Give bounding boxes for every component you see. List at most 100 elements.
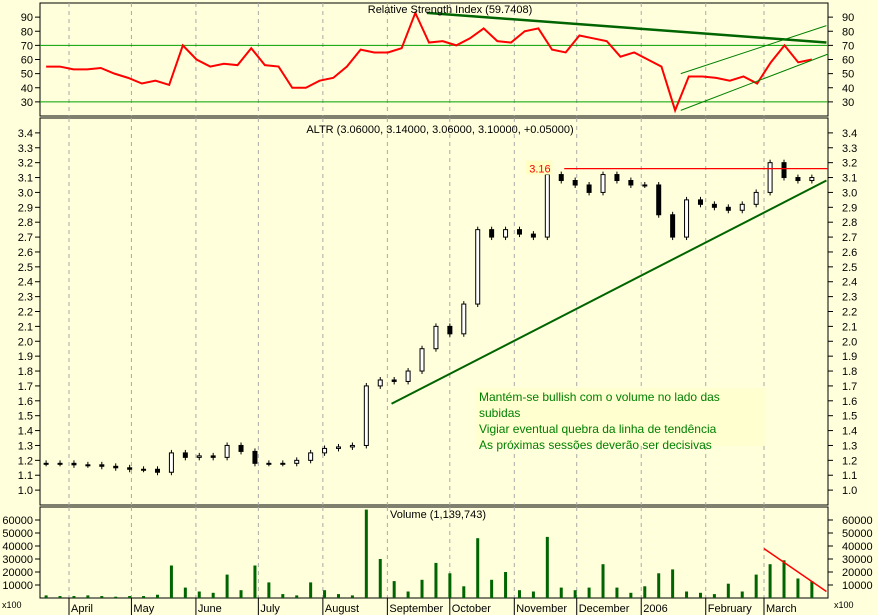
y-tick-label-left: 3.4: [18, 128, 33, 140]
y-tick-label-left: 2.9: [18, 202, 33, 214]
volume-bar: [197, 591, 201, 598]
volume-bar: [253, 565, 257, 598]
candle-body: [349, 444, 355, 448]
volume-bar: [559, 587, 563, 598]
volume-bar: [336, 594, 340, 598]
candle-body: [85, 464, 91, 467]
month-label: December: [579, 603, 630, 615]
volume-bar: [462, 586, 466, 598]
y-tick-label-left: 1.4: [18, 426, 33, 438]
y-tick-label-left: 2.3: [18, 292, 33, 304]
y-tick-label-right: 2.6: [842, 247, 857, 259]
candle-body: [308, 452, 314, 461]
y-tick-label-right: 1.8: [842, 366, 857, 378]
volume-bar: [698, 592, 702, 598]
y-tick-label-left: 1.0: [18, 485, 33, 497]
candle-body: [697, 199, 703, 205]
y-tick-label-right: 40: [842, 83, 854, 95]
volume-bar: [295, 595, 299, 598]
y-tick-label-left: 2.0: [18, 336, 33, 348]
volume-bar: [72, 596, 76, 598]
y-tick-label-left: 60: [21, 55, 33, 67]
month-label: June: [198, 603, 222, 615]
volume-bar: [378, 559, 382, 598]
volume-bar: [155, 594, 159, 598]
month-label: September: [389, 603, 443, 615]
candle-body: [433, 325, 439, 350]
y-tick-label-right: 2.7: [842, 232, 857, 244]
y-tick-label-right: 1.6: [842, 396, 857, 408]
comment-line: Mantém-se bullish com o volume no lado d…: [479, 390, 720, 420]
y-tick-label-left: 2.1: [18, 321, 33, 333]
y-tick-label-left: 10000: [2, 580, 33, 592]
y-tick-label-left: 3.0: [18, 187, 33, 199]
y-tick-label-right: 3.4: [842, 128, 857, 140]
volume-bar: [142, 596, 146, 598]
volume-bar: [643, 586, 647, 598]
resistance-label-bg: [526, 160, 553, 175]
candle-body: [600, 174, 606, 193]
y-tick-label-right: 40000: [842, 541, 873, 553]
volume-bar: [615, 587, 619, 598]
y-tick-label-left: 1.7: [18, 381, 33, 393]
y-tick-label-right: 2.8: [842, 217, 857, 229]
volume-bar: [309, 582, 313, 598]
comment-line: Vigiar eventual quebra da linha de tendê…: [479, 422, 717, 436]
y-tick-label-right: 2.4: [842, 277, 857, 289]
volume-bar: [587, 587, 591, 598]
candle-body: [238, 444, 244, 452]
candle-body: [572, 180, 578, 186]
rsi-panel-frame: [39, 2, 829, 117]
y-tick-label-right: 90: [842, 12, 854, 24]
candle-body: [391, 379, 397, 382]
y-tick-label-right: 1.0: [842, 485, 857, 497]
y-tick-label-right: 1.9: [842, 351, 857, 363]
candle-body: [377, 379, 383, 387]
volume-bar: [239, 590, 243, 598]
y-tick-label-right: 60000: [842, 515, 873, 527]
y-tick-label-right: 1.3: [842, 440, 857, 452]
candle-body: [294, 459, 300, 464]
y-tick-label-right: 1.5: [842, 411, 857, 423]
volume-bar: [545, 536, 549, 598]
volume-bar: [754, 574, 758, 598]
y-tick-label-right: 3.2: [842, 158, 857, 170]
y-tick-label-left: 1.3: [18, 440, 33, 452]
month-label: April: [71, 603, 93, 615]
y-tick-label-left: 3.3: [18, 143, 33, 155]
candle-body: [335, 446, 341, 449]
volume-bar: [211, 592, 215, 598]
y-tick-label-left: 2.8: [18, 217, 33, 229]
y-tick-label-right: 3.1: [842, 173, 857, 185]
candle-body: [739, 203, 745, 211]
volume-bar: [712, 594, 716, 598]
y-tick-label-left: 2.5: [18, 262, 33, 274]
month-label: 2006: [643, 603, 667, 615]
month-label: February: [708, 603, 753, 615]
volume-bar: [810, 581, 814, 598]
support-trendline: [391, 179, 827, 405]
rsi-title: Relative Strength Index (59.7408): [368, 4, 533, 16]
volume-bar: [406, 591, 410, 598]
candle-body: [656, 184, 662, 216]
rsi-line: [46, 10, 813, 114]
y-tick-label-left: 1.9: [18, 351, 33, 363]
y-tick-label-right: 30: [842, 97, 854, 109]
candle-body: [43, 462, 49, 465]
volume-bar: [740, 591, 744, 598]
volume-unit-right: x100: [834, 600, 854, 610]
volume-bar: [420, 579, 424, 598]
y-tick-label-left: 20000: [2, 567, 33, 579]
candle-body: [322, 447, 328, 454]
y-tick-label-right: 2.1: [842, 321, 857, 333]
volume-bar: [100, 596, 104, 598]
candle-body: [71, 462, 77, 466]
candle-body: [586, 184, 592, 193]
y-tick-label-left: 1.2: [18, 455, 33, 467]
volume-unit-left: x100: [2, 600, 22, 610]
candle-body: [363, 385, 369, 446]
volume-bar: [323, 590, 327, 598]
y-tick-label-right: 2.0: [842, 336, 857, 348]
volume-bar: [183, 587, 187, 598]
